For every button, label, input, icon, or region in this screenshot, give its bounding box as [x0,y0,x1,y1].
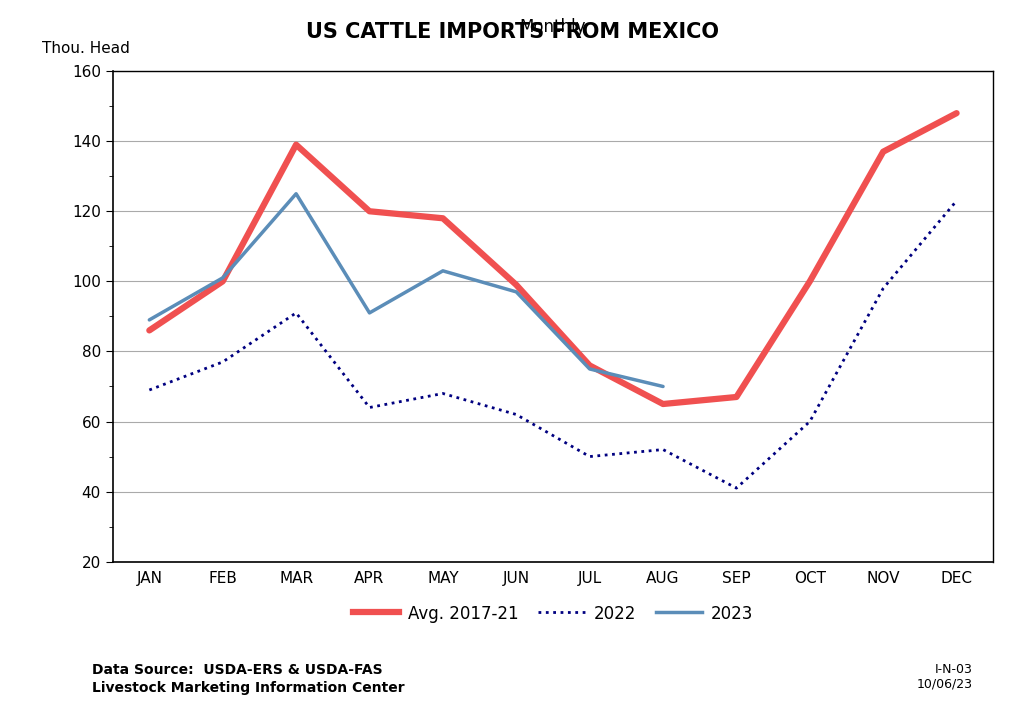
Text: Thou. Head: Thou. Head [42,41,130,56]
Text: I-N-03
10/06/23: I-N-03 10/06/23 [916,663,973,691]
Legend: Avg. 2017-21, 2022, 2023: Avg. 2017-21, 2022, 2023 [346,598,760,629]
Text: Livestock Marketing Information Center: Livestock Marketing Information Center [92,680,404,695]
Text: Data Source:  USDA-ERS & USDA-FAS: Data Source: USDA-ERS & USDA-FAS [92,663,383,678]
Title: Monthly: Monthly [520,18,586,36]
Text: US CATTLE IMPORTS FROM MEXICO: US CATTLE IMPORTS FROM MEXICO [305,22,719,42]
